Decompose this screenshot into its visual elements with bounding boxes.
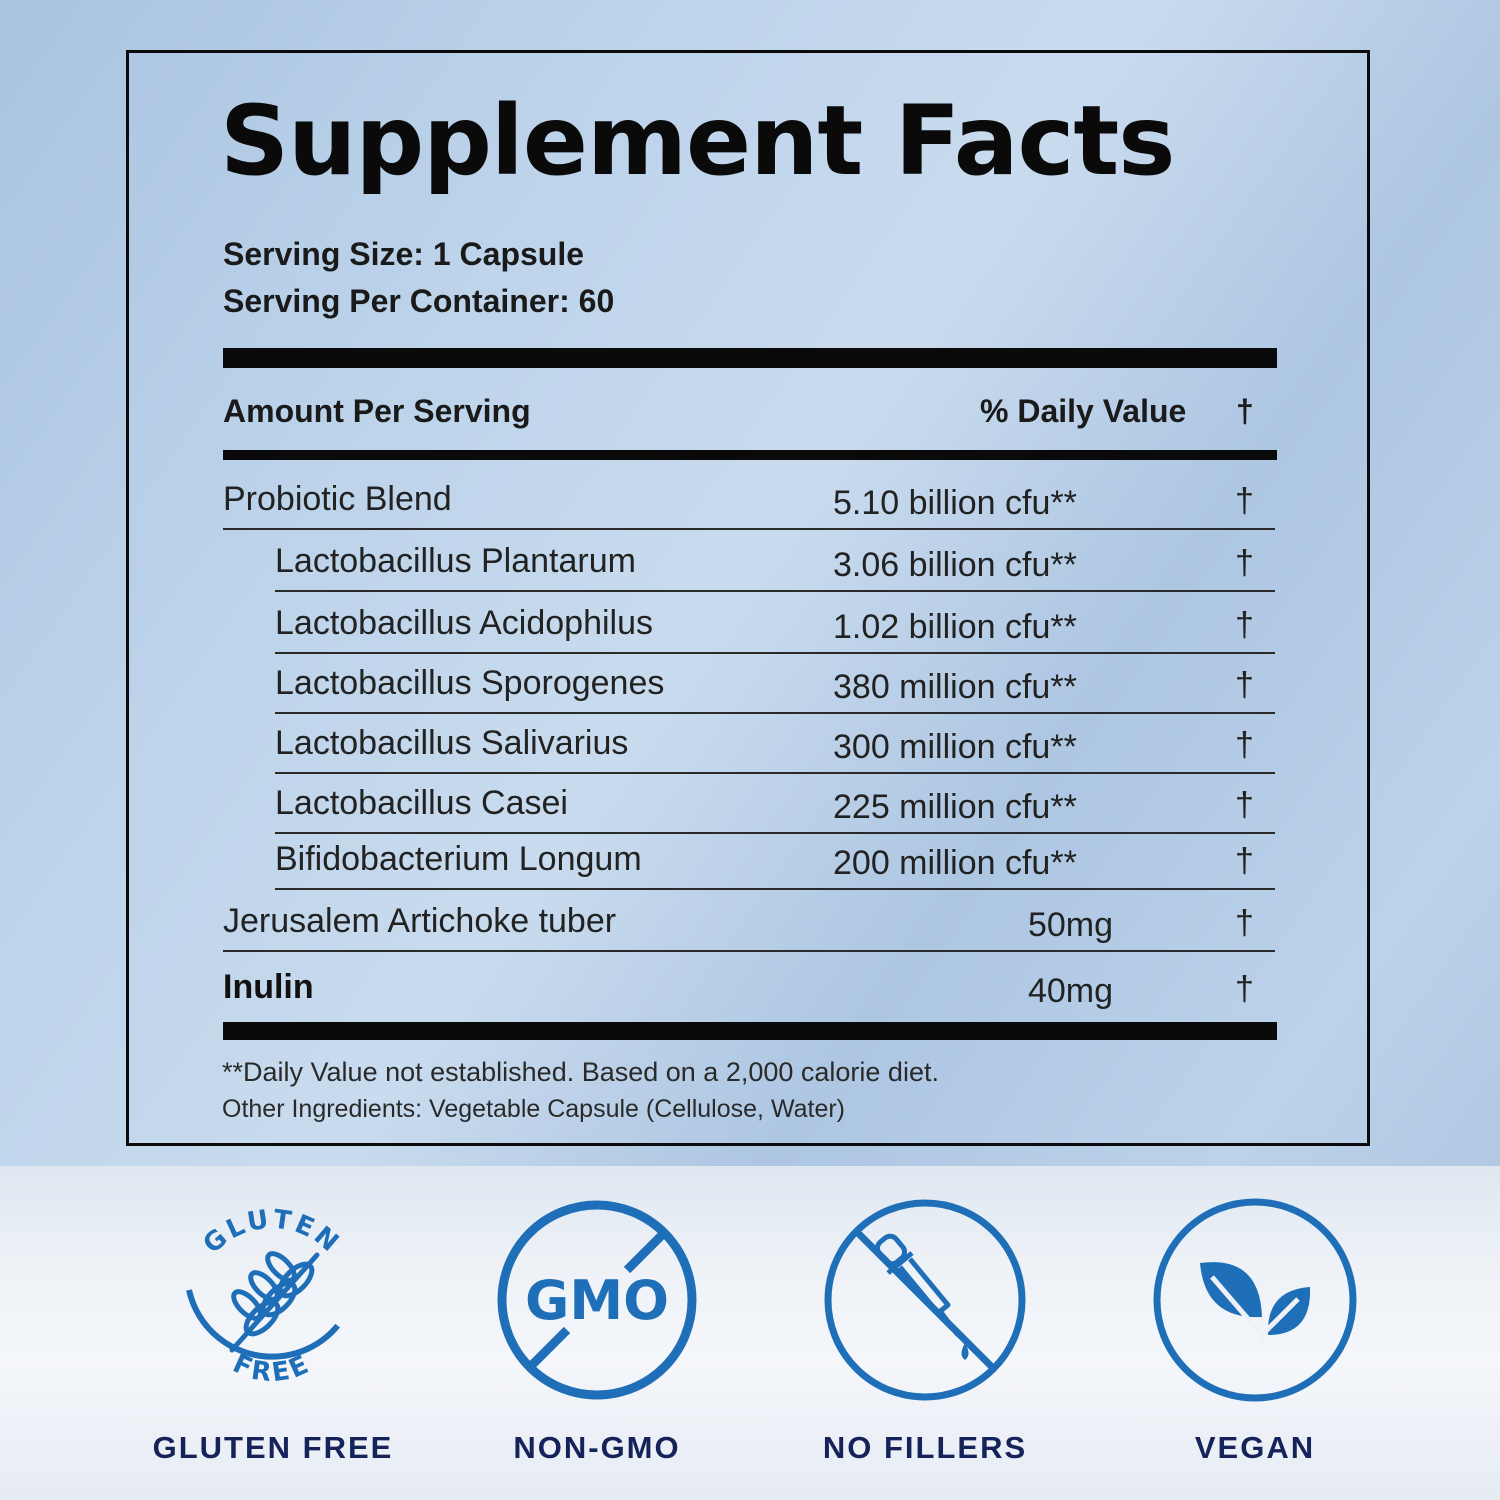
footnote: **Daily Value not established. Based on … [222, 1057, 939, 1087]
daily-value-mark: † [1235, 482, 1254, 520]
wheat-icon [229, 1251, 320, 1353]
ingredient-name: Lactobacillus Casei [275, 784, 568, 822]
table-row: Lactobacillus Acidophilus 1.02 billion cf… [0, 594, 1500, 654]
ingredient-name: Jerusalem Artichoke tuber [223, 902, 617, 940]
ingredient-name: Lactobacillus Salivarius [275, 724, 629, 762]
table-row: Jerusalem Artichoke tuber 50mg † [0, 892, 1500, 952]
leaves-icon [1153, 1198, 1357, 1402]
ingredient-amount: 225 million cfu** [833, 788, 1077, 826]
page-title: Supplement Facts [220, 85, 1175, 197]
serving-size: Serving Size: 1 Capsule [223, 236, 585, 272]
ingredient-amount: 380 million cfu** [833, 668, 1077, 706]
ingredient-amount: 200 million cfu** [833, 844, 1077, 882]
daily-value-mark: † [1235, 904, 1254, 942]
daily-value-mark: † [1235, 666, 1254, 704]
ingredient-name: Lactobacillus Sporogenes [275, 664, 665, 702]
no-dropper-icon [824, 1199, 1026, 1401]
ingredient-name: Probiotic Blend [223, 480, 452, 518]
ingredient-amount: 3.06 billion cfu** [833, 546, 1077, 584]
no-fillers-badge [824, 1199, 1026, 1401]
ingredient-name: Inulin [223, 968, 314, 1006]
row-divider [223, 528, 1275, 530]
thick-divider-top [223, 348, 1277, 368]
row-divider [275, 712, 1275, 714]
row-divider [223, 950, 1275, 952]
ingredient-amount: 5.10 billion cfu** [833, 484, 1077, 522]
ingredient-name: Lactobacillus Acidophilus [275, 604, 654, 642]
gmo-text: GMO [525, 1269, 669, 1332]
row-divider [275, 590, 1275, 592]
vegan-label: VEGAN [1194, 1430, 1316, 1465]
table-row: Bifidobacterium Longum 200 million cfu** † [0, 830, 1500, 890]
no-gmo-icon: GMO [497, 1200, 697, 1400]
ingredient-amount: 300 million cfu** [833, 728, 1077, 766]
daily-value-mark: † [1235, 726, 1254, 764]
vegan-badge [1153, 1198, 1357, 1402]
ingredient-amount: 1.02 billion cfu** [833, 608, 1077, 646]
daily-value-mark: † [1235, 786, 1254, 824]
table-row: Lactobacillus Casei 225 million cfu** † [0, 774, 1500, 834]
daily-value-mark: † [1235, 842, 1254, 880]
ingredient-amount: 40mg [1027, 972, 1113, 1010]
ingredient-amount: 50mg [1027, 906, 1113, 944]
daily-value-mark: † [1235, 544, 1254, 582]
servings-per-container: Serving Per Container: 60 [223, 283, 615, 319]
other-ingredients: Other Ingredients: Vegetable Capsule (Ce… [222, 1095, 846, 1123]
thick-divider-bottom [223, 1022, 1277, 1040]
ingredient-name: Bifidobacterium Longum [275, 840, 642, 878]
daily-value-mark: † [1235, 606, 1254, 644]
daily-value-header: % Daily Value [980, 393, 1187, 429]
amount-per-serving-header: Amount Per Serving [223, 393, 531, 429]
table-row: Lactobacillus Plantarum 3.06 billion cfu*… [0, 532, 1500, 592]
supplement-facts-panel [126, 50, 1370, 1146]
daily-value-dagger: † [1236, 393, 1254, 429]
table-row: Lactobacillus Sporogenes 380 million cfu*… [0, 654, 1500, 714]
daily-value-mark: † [1235, 970, 1254, 1008]
gluten-free-label: GLUTEN FREE [152, 1430, 394, 1465]
ingredient-name: Lactobacillus Plantarum [275, 542, 636, 580]
table-row: Lactobacillus Salivarius 300 million cfu*… [0, 714, 1500, 774]
table-row: Inulin 40mg † [0, 958, 1500, 1018]
thick-divider-header [223, 450, 1277, 460]
table-row: Probiotic Blend 5.10 billion cfu** † [0, 470, 1500, 530]
row-divider [275, 832, 1275, 834]
no-fillers-label: NO FILLERS [822, 1430, 1028, 1465]
row-divider [275, 652, 1275, 654]
row-divider [275, 888, 1275, 890]
non-gmo-badge: GMO [497, 1200, 697, 1400]
row-divider [275, 772, 1275, 774]
non-gmo-label: NON-GMO [513, 1430, 681, 1465]
gluten-free-badge: GLUTEN FREE [186, 1204, 358, 1389]
